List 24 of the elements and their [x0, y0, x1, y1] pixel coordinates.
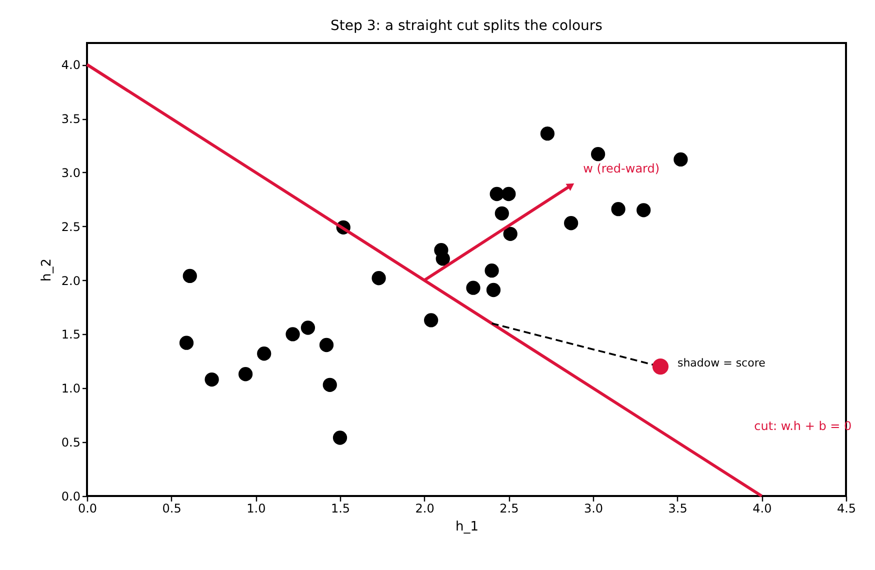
x-tick-label: 4.5	[836, 502, 856, 516]
series-label: w (red-ward)	[583, 161, 660, 176]
x-tick-label: 3.0	[584, 502, 604, 516]
x-tick-label: 0.0	[78, 502, 98, 516]
y-tick-label: 0.5	[61, 436, 80, 450]
x-tick-label: 3.5	[668, 502, 688, 516]
y-tick-label: 4.0	[61, 58, 80, 72]
y-axis-title: h_2	[39, 258, 54, 282]
series-label: shadow = score	[677, 356, 766, 370]
y-tick-label: 3.0	[61, 166, 80, 180]
y-tick-label: 3.5	[61, 112, 80, 126]
x-tick-label: 0.5	[162, 502, 182, 516]
y-tick-label: 2.5	[61, 220, 80, 234]
y-tick-label: 2.0	[61, 274, 80, 288]
x-tick-label: 2.5	[500, 502, 519, 516]
x-tick-label: 1.0	[246, 502, 266, 516]
x-tick-label: 1.5	[330, 502, 350, 516]
y-tick-label: 1.0	[61, 382, 80, 396]
x-tick-label: 2.0	[415, 502, 434, 516]
y-tick-label: 0.0	[61, 490, 80, 504]
y-tick-label: 1.5	[61, 328, 80, 342]
x-tick-label: 4.0	[752, 502, 772, 516]
x-axis-title: h_1	[455, 520, 479, 534]
chart-title: Step 3: a straight cut splits the colours	[330, 18, 602, 34]
